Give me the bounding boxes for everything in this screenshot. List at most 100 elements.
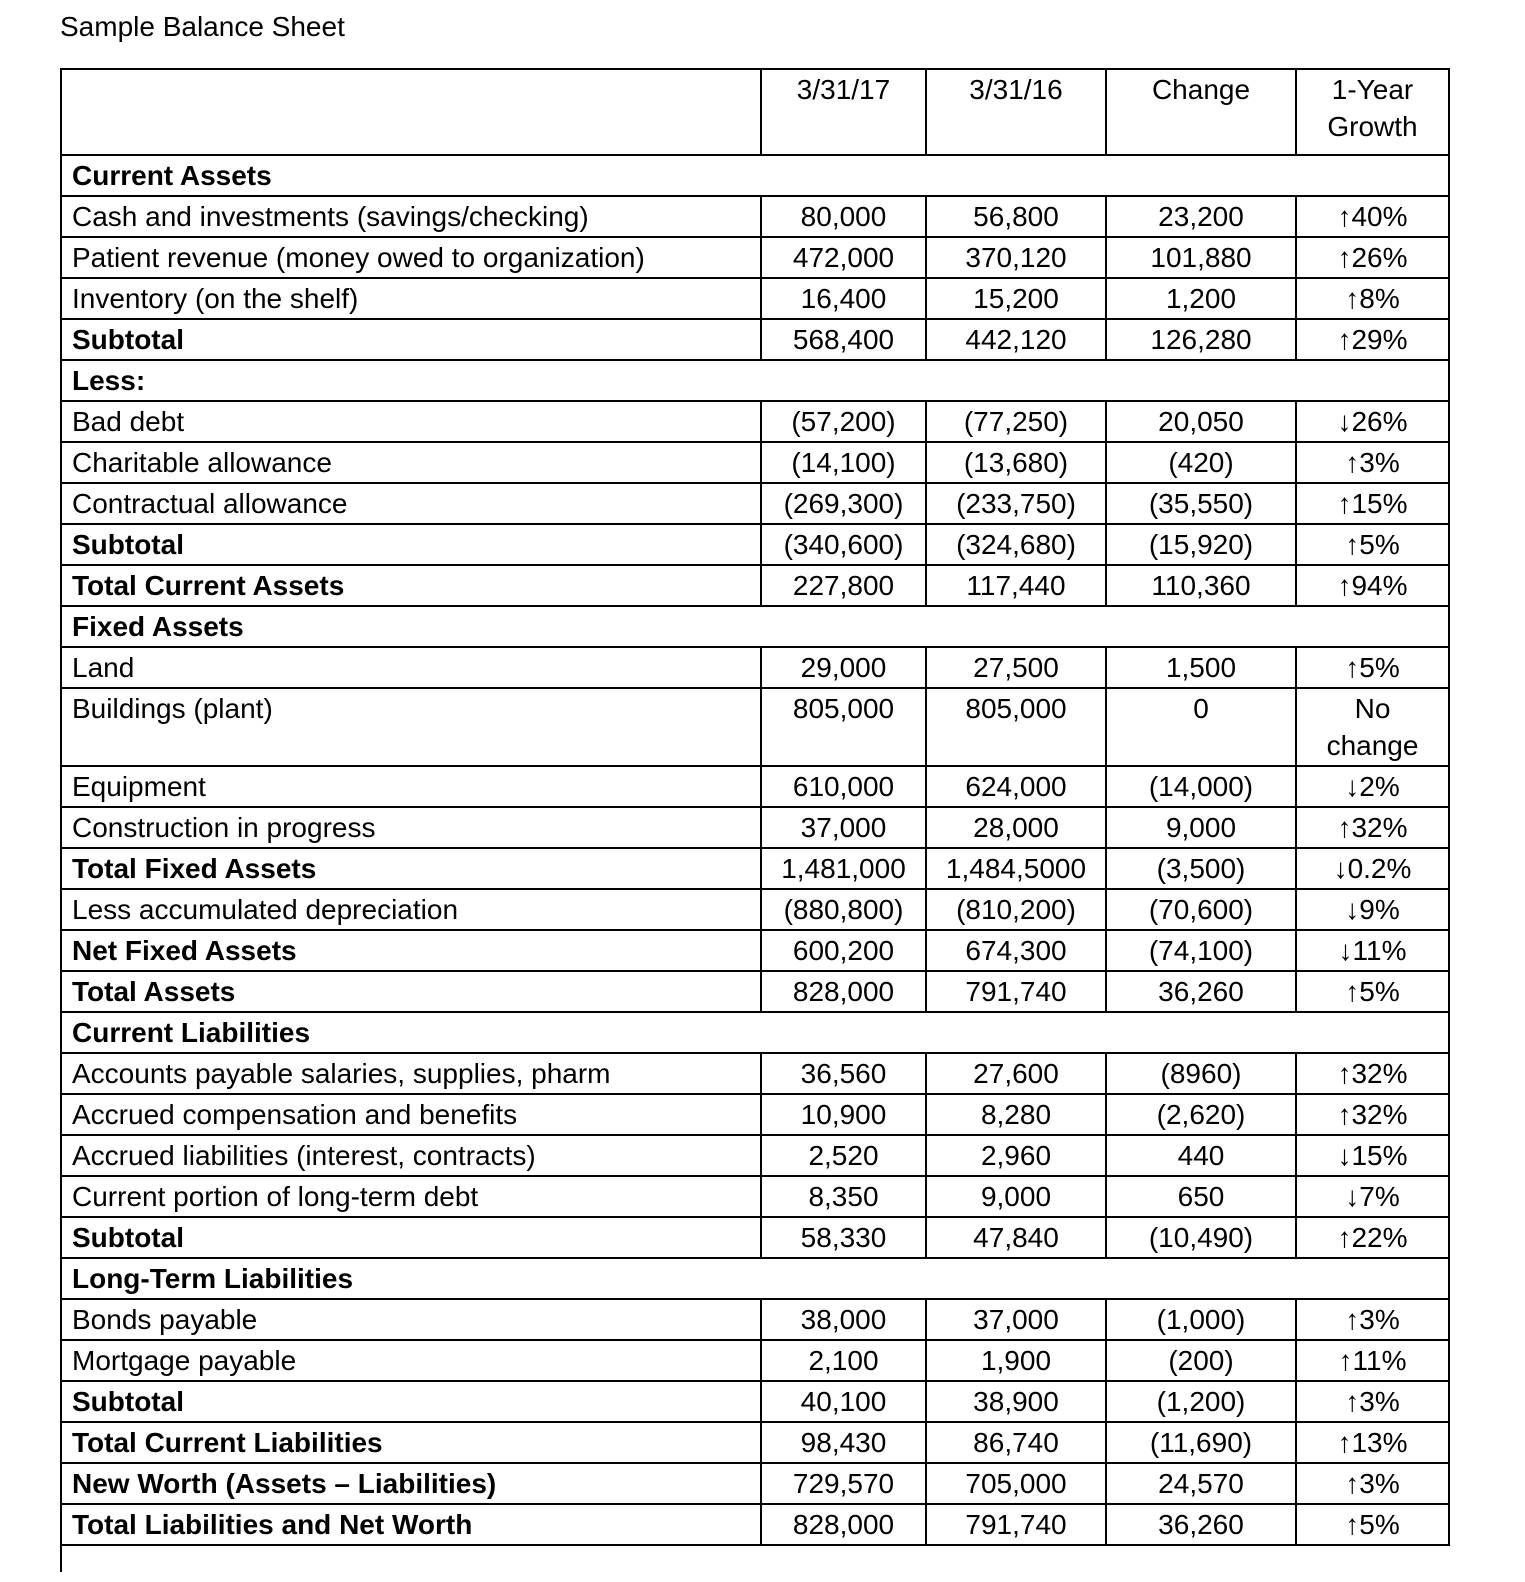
- value-2016: 38,900: [925, 1380, 1107, 1423]
- value-2017: 16,400: [760, 277, 927, 320]
- value-2017: (340,600): [760, 523, 927, 566]
- value-2017: 10,900: [760, 1093, 927, 1136]
- row-label: Accounts payable salaries, supplies, pha…: [60, 1052, 762, 1095]
- value-change: 36,260: [1105, 970, 1297, 1013]
- value-growth: ↑5%: [1295, 1503, 1450, 1546]
- table-row: Total Current Assets 227,800 117,440 110,36…: [60, 564, 1450, 607]
- table-row: Inventory (on the shelf) 16,400 15,200 1,20…: [60, 277, 1450, 320]
- table-row: Total Assets 828,000 791,740 36,260 ↑5%: [60, 970, 1450, 1013]
- value-change: (35,550): [1105, 482, 1297, 525]
- section-row: Fixed Assets: [60, 605, 1450, 648]
- row-label: Total Liabilities and Net Worth: [60, 1503, 762, 1546]
- value-growth: ↑5%: [1295, 970, 1450, 1013]
- value-2017: (880,800): [760, 888, 927, 931]
- table-row: Subtotal 40,100 38,900 (1,200) ↑3%: [60, 1380, 1450, 1423]
- row-label: Equipment: [60, 765, 762, 808]
- table-row: Charitable allowance (14,100) (13,680) (420…: [60, 441, 1450, 484]
- row-label: Bad debt: [60, 400, 762, 443]
- value-growth: ↑13%: [1295, 1421, 1450, 1464]
- value-growth: ↑8%: [1295, 277, 1450, 320]
- value-2017: 2,520: [760, 1134, 927, 1177]
- value-2016: 791,740: [925, 970, 1107, 1013]
- value-change: 126,280: [1105, 318, 1297, 361]
- table-row: Less accumulated depreciation (880,800) (8…: [60, 888, 1450, 931]
- value-2016: 27,500: [925, 646, 1107, 689]
- value-2016: 705,000: [925, 1462, 1107, 1505]
- table-row: Subtotal 58,330 47,840 (10,490) ↑22%: [60, 1216, 1450, 1259]
- value-2017: 2,100: [760, 1339, 927, 1382]
- section-row: Long-Term Liabilities: [60, 1257, 1450, 1300]
- value-growth: ↑26%: [1295, 236, 1450, 279]
- value-change: (14,000): [1105, 765, 1297, 808]
- value-change: 101,880: [1105, 236, 1297, 279]
- value-growth: ↑3%: [1295, 441, 1450, 484]
- row-label: Subtotal: [60, 1380, 762, 1423]
- value-change: 650: [1105, 1175, 1297, 1218]
- value-2017: 472,000: [760, 236, 927, 279]
- value-2017: 568,400: [760, 318, 927, 361]
- table-row: Mortgage payable 2,100 1,900 (200) ↑11%: [60, 1339, 1450, 1382]
- value-2017: 98,430: [760, 1421, 927, 1464]
- value-change: 1,200: [1105, 277, 1297, 320]
- value-growth: ↑5%: [1295, 523, 1450, 566]
- value-growth: ↑5%: [1295, 646, 1450, 689]
- row-label: Accrued compensation and benefits: [60, 1093, 762, 1136]
- table-row: Subtotal 568,400 442,120 126,280 ↑29%: [60, 318, 1450, 361]
- row-label: Construction in progress: [60, 806, 762, 849]
- row-label: Current portion of long-term debt: [60, 1175, 762, 1218]
- value-growth: ↓26%: [1295, 400, 1450, 443]
- value-growth: ↓11%: [1295, 929, 1450, 972]
- value-2016: 15,200: [925, 277, 1107, 320]
- value-2016: 674,300: [925, 929, 1107, 972]
- table-row: Total Liabilities and Net Worth 828,000 79…: [60, 1503, 1450, 1546]
- value-change: 36,260: [1105, 1503, 1297, 1546]
- table-row: New Worth (Assets – Liabilities) 729,570 7…: [60, 1462, 1450, 1505]
- value-growth: ↓0.2%: [1295, 847, 1450, 890]
- value-2016: 9,000: [925, 1175, 1107, 1218]
- value-growth: ↑40%: [1295, 195, 1450, 238]
- row-label: New Worth (Assets – Liabilities): [60, 1462, 762, 1505]
- table-border-stub: [60, 1546, 62, 1572]
- value-2016: 47,840: [925, 1216, 1107, 1259]
- row-label: Subtotal: [60, 318, 762, 361]
- table-row: Current portion of long-term debt 8,350 9,…: [60, 1175, 1450, 1218]
- value-growth: ↓9%: [1295, 888, 1450, 931]
- value-change: 0: [1105, 687, 1297, 767]
- section-row: Less:: [60, 359, 1450, 402]
- value-2016: (13,680): [925, 441, 1107, 484]
- row-label: Total Fixed Assets: [60, 847, 762, 890]
- row-label: Patient revenue (money owed to organizat…: [60, 236, 762, 279]
- table-row: Total Current Liabilities 98,430 86,740 (11…: [60, 1421, 1450, 1464]
- value-growth: ↑3%: [1295, 1462, 1450, 1505]
- row-label: Mortgage payable: [60, 1339, 762, 1382]
- table-row: Accrued liabilities (interest, contracts…: [60, 1134, 1450, 1177]
- row-label: Subtotal: [60, 523, 762, 566]
- section-row: Current Assets: [60, 154, 1450, 197]
- header-change: Change: [1105, 68, 1297, 156]
- value-change: 110,360: [1105, 564, 1297, 607]
- value-growth: ↑22%: [1295, 1216, 1450, 1259]
- value-2016: (77,250): [925, 400, 1107, 443]
- row-label: Bonds payable: [60, 1298, 762, 1341]
- table-row: Total Fixed Assets 1,481,000 1,484,5000 (3,…: [60, 847, 1450, 890]
- row-label: Charitable allowance: [60, 441, 762, 484]
- value-change: (420): [1105, 441, 1297, 484]
- value-2017: 729,570: [760, 1462, 927, 1505]
- header-date-2016: 3/31/16: [925, 68, 1107, 156]
- value-2016: 117,440: [925, 564, 1107, 607]
- section-label: Current Liabilities: [60, 1011, 1450, 1054]
- value-2016: 442,120: [925, 318, 1107, 361]
- value-2017: (14,100): [760, 441, 927, 484]
- value-2016: 1,484,5000: [925, 847, 1107, 890]
- value-growth: ↓2%: [1295, 765, 1450, 808]
- table-row: Land 29,000 27,500 1,500 ↑5%: [60, 646, 1450, 689]
- header-date-2017: 3/31/17: [760, 68, 927, 156]
- value-growth: ↓15%: [1295, 1134, 1450, 1177]
- value-2016: 791,740: [925, 1503, 1107, 1546]
- row-label: Total Current Liabilities: [60, 1421, 762, 1464]
- row-label: Inventory (on the shelf): [60, 277, 762, 320]
- table-row: Cash and investments (savings/checking) 8…: [60, 195, 1450, 238]
- value-change: (3,500): [1105, 847, 1297, 890]
- section-row: Current Liabilities: [60, 1011, 1450, 1054]
- value-growth: ↑32%: [1295, 806, 1450, 849]
